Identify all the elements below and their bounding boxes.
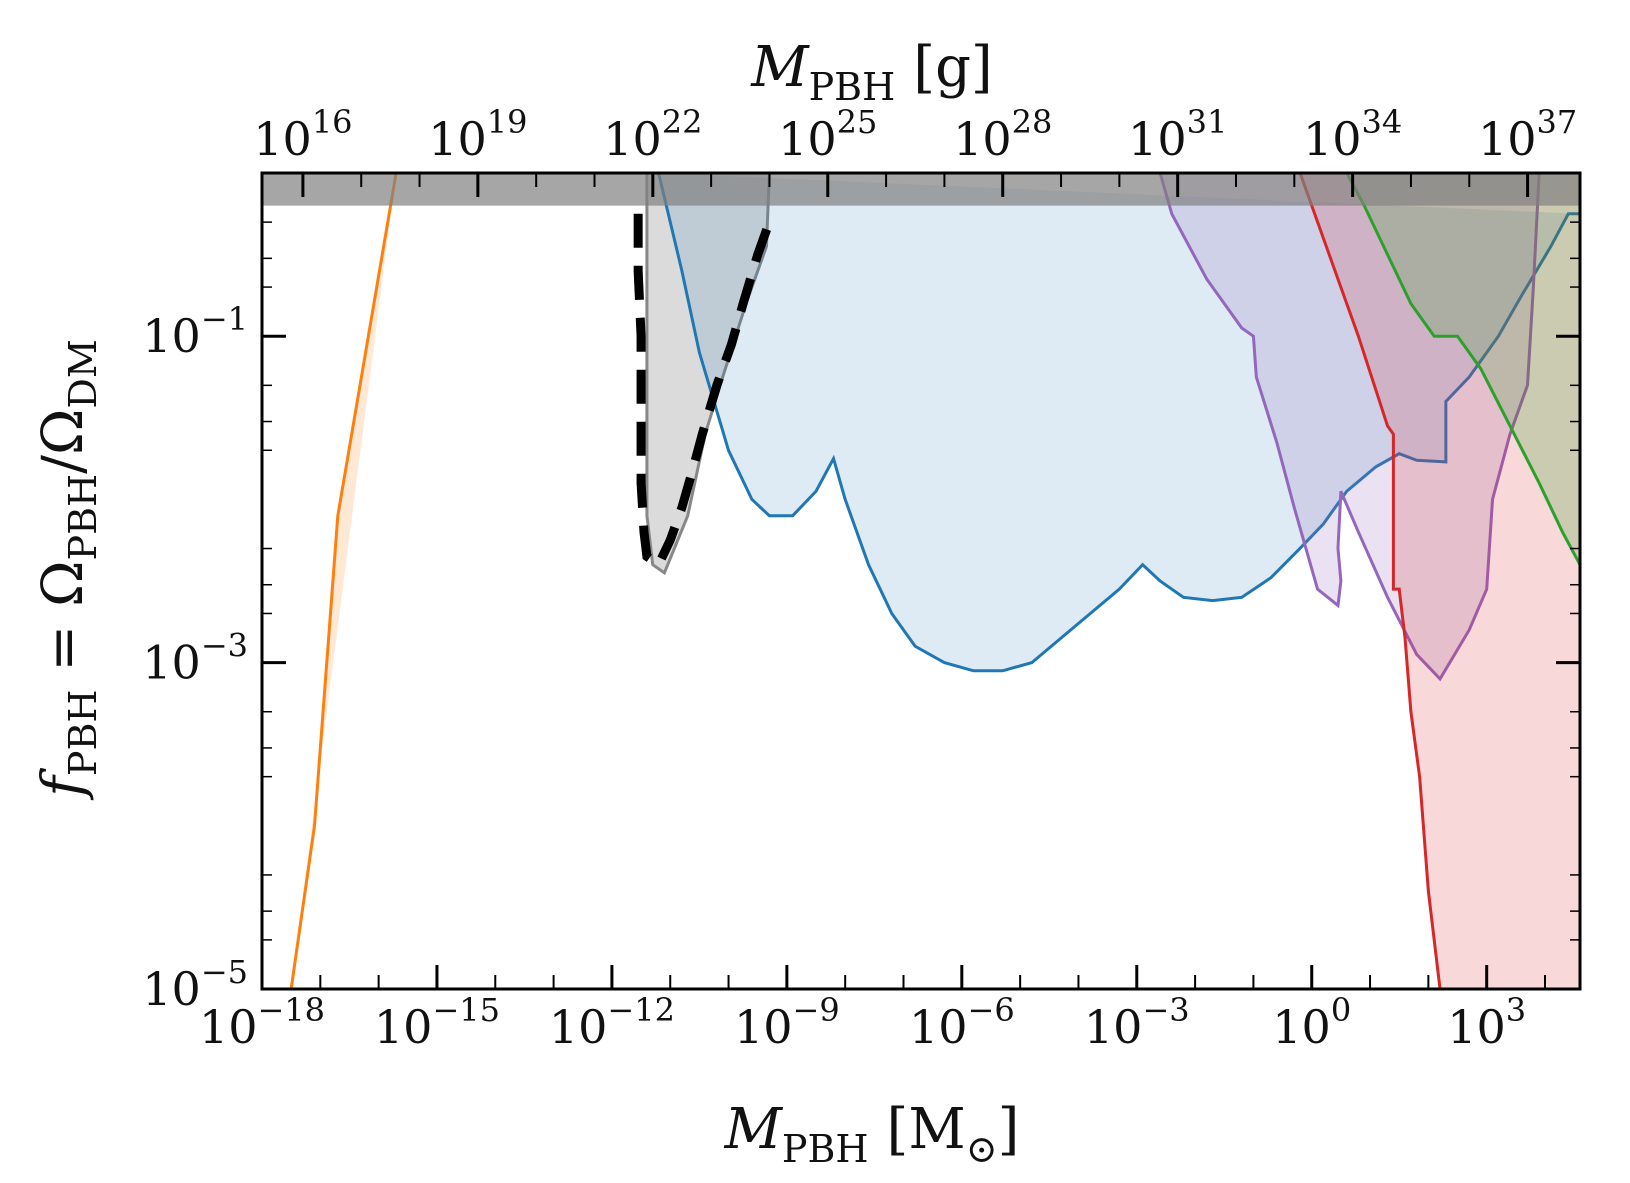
x-tick-label: 10−12 [549, 991, 675, 1054]
x2-tick-label: 1019 [428, 103, 527, 166]
region-green-fill [1346, 173, 1580, 565]
x2-tick-label: 1016 [253, 103, 352, 166]
x2-tick-label: 1037 [1478, 103, 1577, 166]
x-tick-label: 10−6 [909, 991, 1015, 1054]
x2-axis-label-main: M [750, 35, 810, 100]
upper-band [262, 173, 1580, 206]
y-axis-label-slash: /Ω [31, 409, 96, 474]
y-tick-label: 10−3 [142, 627, 248, 690]
x-axis-label-unit-close: ] [998, 1097, 1020, 1162]
region-blue-fill [658, 173, 1580, 671]
y-axis-label: fPBH = ΩPBH/ΩDM [31, 339, 105, 801]
region-green-line [1345, 173, 1580, 566]
series-layer [289, 173, 1580, 989]
y-tick-label: 10−1 [142, 300, 248, 363]
region-gray-fill [646, 173, 770, 573]
x2-tick-label: 1022 [603, 103, 702, 166]
x-tick-label: 10−3 [1084, 991, 1190, 1054]
x-axis-label-unit: [M [887, 1097, 966, 1162]
x-axis-label-sub: PBH [782, 1127, 869, 1171]
x2-tick-label: 1034 [1303, 103, 1402, 166]
y-axis-label-den-sub: DM [61, 339, 105, 408]
y-axis-label-f-sub: PBH [61, 689, 105, 776]
x2-axis-label-sub: PBH [809, 65, 896, 109]
x-tick-label: 10−15 [374, 991, 500, 1054]
y-axis-label-num-sub: PBH [61, 474, 105, 561]
x-tick-label: 100 [1272, 991, 1351, 1054]
tick-layer: 10−18 10−15 10−12 10−9 10−6 10−3 100 103 1016 101… [142, 103, 1580, 1054]
region-purple-line [1158, 173, 1541, 682]
x-axis-label-unit-sub: ⊙ [966, 1127, 998, 1171]
region-blue-line [657, 173, 1580, 673]
plot-frame [260, 171, 1582, 991]
region-orange-line [289, 173, 398, 989]
region-red-line [1298, 173, 1442, 989]
x2-axis-label-unit: [g] [913, 35, 993, 100]
x-tick-label: 10−9 [734, 991, 840, 1054]
x-axis-label-main: M [724, 1097, 784, 1162]
x2-tick-label: 1028 [953, 103, 1052, 166]
y-tick-label: 10−5 [142, 953, 248, 1016]
region-red-fill [1300, 173, 1580, 989]
y-axis-label-eq: = Ω [31, 561, 96, 690]
x2-tick-label: 1025 [778, 103, 877, 166]
band-layer [262, 173, 1580, 206]
x-axis-label: MPBH [M⊙] [724, 1097, 1020, 1171]
region-purple-fill [1160, 173, 1540, 679]
dashed-curve [633, 213, 774, 572]
x-tick-label: 103 [1447, 991, 1526, 1054]
x-tick-label: 10−18 [199, 991, 325, 1054]
x2-axis-label: MPBH [g] [750, 35, 993, 109]
x2-tick-label: 1031 [1128, 103, 1227, 166]
region-orange-fill [291, 173, 397, 989]
